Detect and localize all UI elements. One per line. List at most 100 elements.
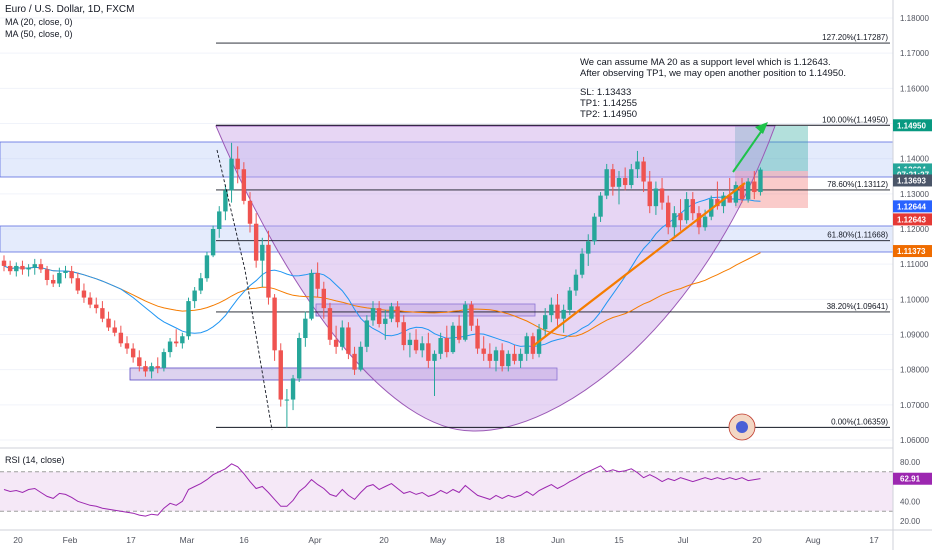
take-profit-zone: [735, 126, 808, 171]
rsi-value-tag: [893, 472, 932, 485]
candle-body: [333, 339, 339, 347]
time-tick: 20: [13, 535, 23, 545]
rsi-pane: [0, 463, 893, 517]
price-tick: 1.09000: [900, 331, 929, 340]
candle-body: [352, 353, 357, 370]
candle-body: [702, 216, 708, 228]
fib-label: 38.20%(1.09641): [827, 302, 889, 311]
moving-averages: [3, 196, 761, 348]
candle-body: [715, 199, 720, 207]
candle-body: [149, 366, 154, 372]
candle-body: [229, 158, 234, 191]
price-tick: 1.07000: [900, 401, 929, 410]
candle-body: [383, 318, 388, 324]
time-tick: Apr: [308, 535, 321, 545]
candle-body: [389, 306, 394, 319]
candle-body: [604, 169, 609, 196]
candle-body: [124, 343, 130, 349]
candle-body: [57, 272, 62, 284]
fibonacci-levels: 127.20%(1.17287) 100.00%(1.14950) 78.60%(1…: [216, 33, 890, 428]
candle-body: [364, 320, 370, 347]
candle-body: [155, 366, 160, 368]
candle-body: [733, 185, 739, 203]
candle-body: [592, 216, 597, 242]
price-tick: 1.06000: [900, 436, 929, 445]
candle-body: [678, 213, 683, 221]
upper-zone: [0, 141, 894, 178]
candle-body: [432, 353, 437, 361]
support-zones: [0, 126, 894, 381]
candle-body: [235, 158, 240, 170]
candle-body: [376, 308, 382, 324]
candle-body: [87, 297, 93, 305]
price-tag: [893, 174, 932, 187]
candle-body: [653, 188, 659, 207]
candle-body: [438, 338, 443, 354]
candle-body: [100, 308, 105, 319]
price-tag-text: 1.14950: [897, 121, 926, 130]
rsi-label: RSI (14, close): [5, 455, 65, 465]
candle-body: [481, 348, 486, 354]
candle-body: [174, 341, 179, 344]
price-tick: 1.10000: [900, 295, 929, 304]
price-tag: [893, 119, 932, 132]
candle-body: [493, 350, 499, 361]
candle-body: [549, 304, 554, 316]
time-tick: 17: [126, 535, 136, 545]
time-tick: 18: [495, 535, 505, 545]
target-arrow-line: [732, 125, 766, 173]
candle-body: [463, 304, 468, 340]
candle-body: [573, 274, 579, 291]
time-axis[interactable]: 20 Feb 17 Mar 16 Apr 20 May 18 Jun 15 Jul 20 Aug 17: [13, 535, 879, 545]
price-axis[interactable]: 1.18000 1.17000 1.16000 1.14000 1.13000 1.120…: [900, 14, 929, 445]
price-tick: 1.17000: [900, 49, 929, 58]
dashed-drop-line: [216, 149, 273, 431]
candle-body: [167, 341, 173, 353]
candle-body: [616, 178, 622, 187]
candle-body: [444, 338, 449, 353]
symbol-title: Euro / U.S. Dollar, 1D, FXCM: [5, 4, 134, 15]
note-tp2: TP2: 1.14950: [580, 109, 637, 120]
rsi-line: [3, 463, 761, 517]
note-sl: SL: 1.13433: [580, 87, 631, 98]
candle-body: [278, 350, 283, 400]
candle-body: [321, 288, 326, 309]
price-tick: 1.12000: [900, 225, 929, 234]
fib-label: 100.00%(1.14950): [822, 115, 888, 124]
candle-body: [241, 169, 247, 201]
candle-body: [186, 301, 191, 337]
price-tag: [893, 200, 932, 213]
rsi-tick: 80.00: [900, 458, 921, 467]
time-tick: Feb: [63, 535, 78, 545]
candle-body: [284, 399, 290, 401]
candle-body: [401, 322, 406, 346]
candle-body: [647, 181, 652, 207]
base-box: [129, 367, 558, 381]
candle-body: [475, 325, 480, 349]
candle-body: [130, 348, 136, 358]
candle-body: [555, 304, 560, 319]
candle-body: [44, 269, 50, 280]
candle-body: [622, 178, 628, 186]
candle-body: [112, 327, 117, 333]
candle-body: [247, 200, 253, 224]
candle-body: [143, 366, 148, 372]
price-tick: 1.16000: [900, 84, 929, 93]
note-tp1: TP1: 1.14255: [580, 98, 637, 109]
candle-body: [506, 353, 511, 367]
time-tick: Jun: [551, 535, 565, 545]
price-tag-text: 1.11373: [897, 247, 926, 256]
candle-body: [69, 271, 74, 279]
time-tick: May: [430, 535, 447, 545]
candle-body: [260, 244, 265, 261]
candle-body: [192, 290, 197, 302]
candle-body: [161, 352, 167, 368]
candle-body: [106, 318, 111, 328]
candle-body: [450, 325, 456, 353]
candle-body: [266, 244, 271, 298]
candle-body: [629, 169, 634, 186]
candle-body: [180, 336, 185, 344]
candle-body: [253, 223, 259, 261]
candle-body: [370, 308, 376, 321]
